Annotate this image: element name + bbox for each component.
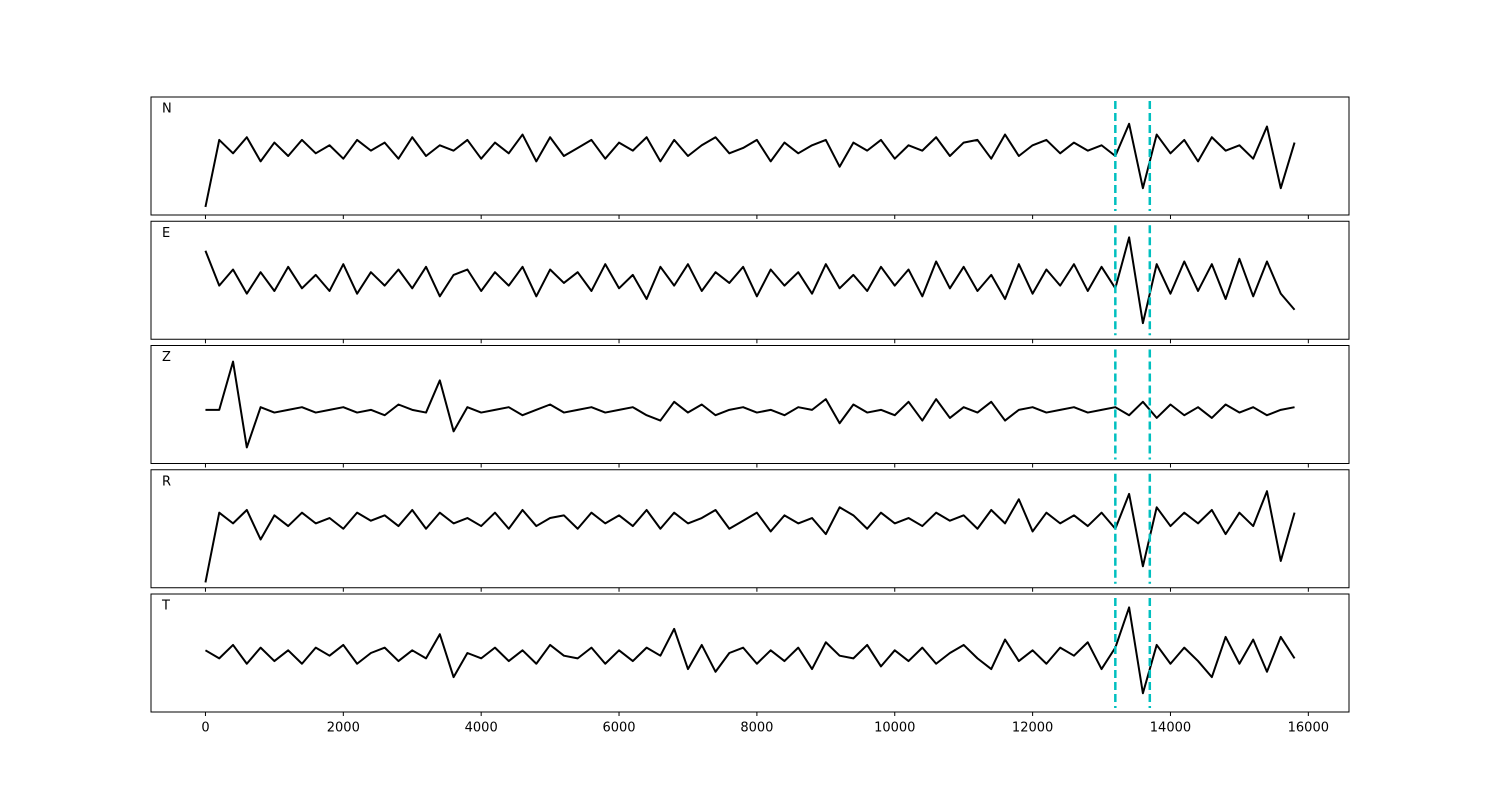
trace: [204, 236, 1296, 325]
trace: [204, 122, 1296, 208]
panel-frame: [150, 345, 1350, 464]
panel-label: R: [162, 474, 171, 489]
panel-frame: [150, 469, 1350, 589]
x-tick-label: 6000: [602, 721, 635, 736]
trace: [205, 360, 1295, 449]
trace: [204, 606, 1296, 695]
x-tick-label: 2000: [327, 721, 360, 736]
x-tick-label: 16000: [1288, 721, 1329, 736]
x-tick-label: 14000: [1150, 721, 1191, 736]
x-tick-label: 4000: [465, 721, 498, 736]
x-tick-label: 8000: [740, 721, 773, 736]
x-tick-label: 12000: [1012, 721, 1053, 736]
panel-frame: [150, 593, 1350, 713]
panel-label: N: [162, 102, 172, 117]
panel-label: T: [161, 599, 170, 614]
panel-frame: [150, 220, 1350, 340]
x-tick-label: 10000: [874, 721, 915, 736]
panel-frame: [150, 96, 1350, 216]
panel-label: Z: [162, 350, 171, 365]
trace: [204, 490, 1296, 583]
panel-label: E: [162, 226, 170, 241]
x-tick-label: 0: [201, 721, 209, 736]
